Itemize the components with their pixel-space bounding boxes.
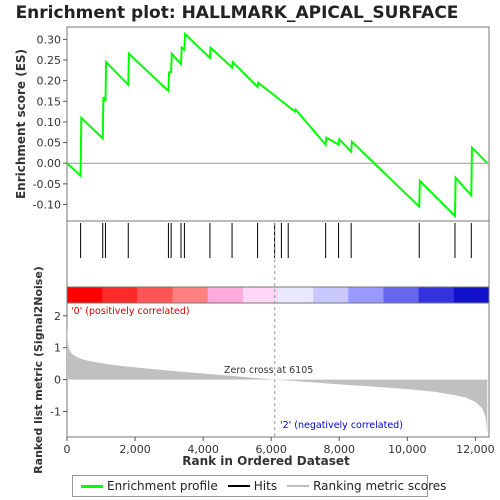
heatmap-segment [102, 287, 138, 303]
enrichment-profile-line [66, 31, 489, 219]
zero-cross-label: Zero cross at 6105 [224, 365, 313, 376]
legend-swatch-hits [227, 485, 250, 487]
es-y-axis-title: Enrichment score (ES) [14, 49, 28, 199]
metric-y-tick-label: -1 [50, 405, 61, 418]
es-y-tick-label: 0.20 [37, 75, 62, 88]
heatmap-segment [313, 287, 349, 303]
es-y-tick-label: 0.30 [37, 33, 62, 46]
x-tick-label: 10,000 [388, 443, 427, 456]
es-y-tick-label: -0.05 [33, 178, 61, 191]
es-y-tick-label: 0.25 [37, 54, 62, 67]
ranking-metric-area [67, 322, 488, 434]
x-tick-label: 12,000 [456, 443, 495, 456]
legend-label-metric: Ranking metric scores [313, 479, 447, 493]
chart-title: Enrichment plot: HALLMARK_APICAL_SURFACE [16, 3, 459, 23]
x-tick-label: 8,000 [324, 443, 356, 456]
heatmap-segment [137, 287, 173, 303]
neg-corr-label: '2' (negatively correlated) [280, 420, 403, 431]
legend-item-profile: Enrichment profile [81, 479, 218, 493]
x-tick-label: 2,000 [119, 443, 151, 456]
legend: Enrichment profile Hits Ranking metric s… [72, 475, 446, 497]
es-panel-frame [66, 26, 490, 222]
x-tick-label: 6,000 [255, 443, 287, 456]
metric-y-axis-title: Ranked list metric (Signal2Noise) [32, 266, 45, 474]
es-y-tick-label: 0.05 [37, 137, 62, 150]
legend-label-profile: Enrichment profile [107, 479, 218, 493]
hits-panel-frame [66, 220, 490, 288]
heatmap-segment [172, 287, 209, 303]
legend-swatch-profile [81, 484, 103, 488]
legend-label-hits: Hits [253, 479, 278, 493]
legend-item-metric: Ranking metric scores [287, 479, 446, 493]
es-y-tick-label: 0.00 [37, 157, 62, 170]
heatmap-segment [242, 287, 279, 303]
heatmap-segment [67, 287, 103, 303]
es-y-tick-label: 0.10 [37, 116, 62, 129]
metric-y-tick-label: 2 [54, 310, 61, 323]
x-tick-label: 4,000 [187, 443, 219, 456]
metric-y-tick-label: 0 [54, 374, 61, 387]
x-axis-title: Rank in Ordered Dataset [182, 454, 350, 468]
heatmap-segment [383, 287, 420, 303]
legend-swatch-metric [287, 485, 310, 487]
heatmap-segment [207, 287, 244, 303]
heatmap-segment [418, 287, 455, 303]
metric-y-tick-label: 1 [54, 342, 61, 355]
heatmap-segment [278, 287, 314, 303]
x-tick-label: 0 [64, 443, 71, 456]
heatmap-segment [453, 287, 490, 303]
es-y-tick-label: 0.15 [37, 95, 62, 108]
es-y-tick-label: -0.10 [33, 198, 61, 211]
legend-item-hits: Hits [227, 479, 278, 493]
pos-corr-label: '0' (positively correlated) [71, 306, 190, 317]
heatmap-segment [348, 287, 384, 303]
